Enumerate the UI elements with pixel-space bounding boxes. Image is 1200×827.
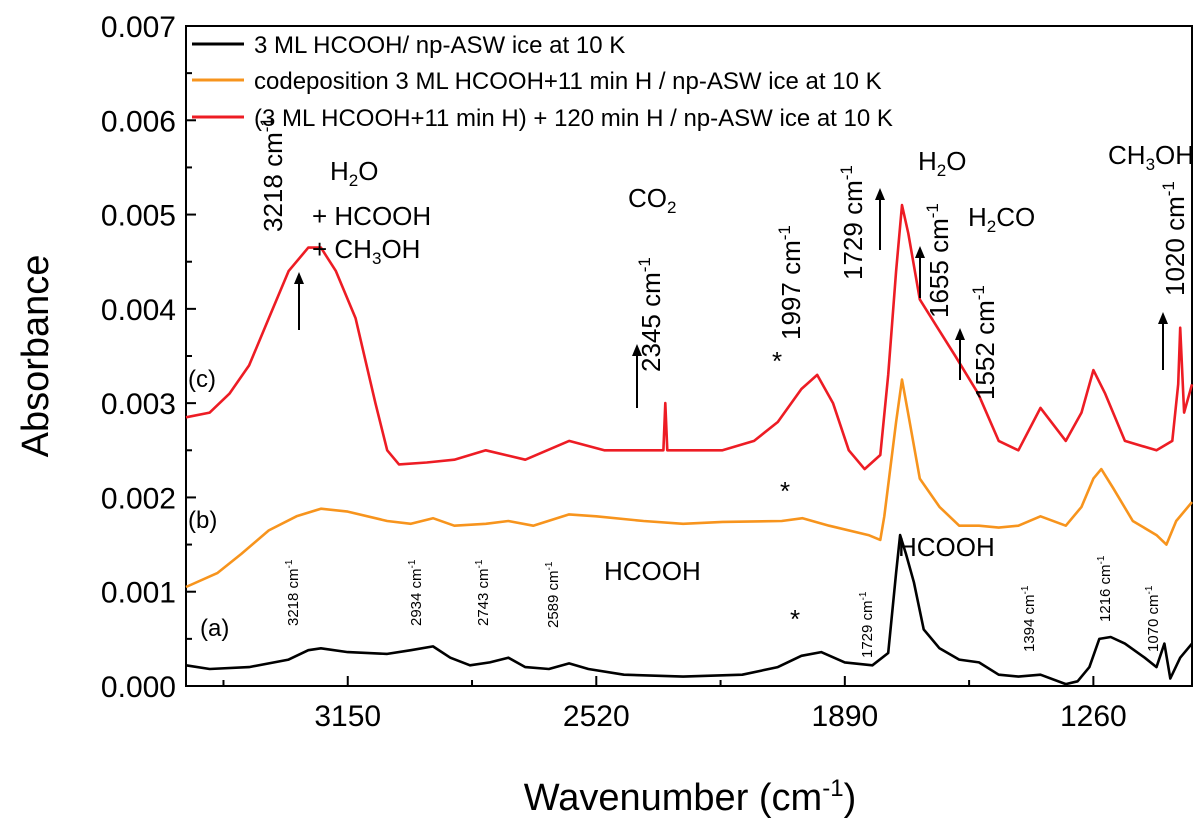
- ann-plus-ch3oh: + CH3OH: [312, 234, 420, 268]
- arrow-1552-head: [955, 328, 965, 340]
- ann-hcooh-left: HCOOH: [604, 556, 701, 586]
- y-tick-label: 0.001: [101, 577, 176, 610]
- ann-1655: 1655 cm-1: [923, 203, 954, 318]
- x-axis-title: Wavenumber (cm-1): [524, 775, 856, 819]
- ann-star-black: *: [790, 604, 800, 634]
- ann-1020: 1020 cm-1: [1159, 181, 1190, 296]
- small-peak-1216: 1216 cm-1: [1096, 555, 1114, 622]
- x-tick-label: 1890: [811, 700, 878, 733]
- curve-label-a: (a): [200, 615, 229, 642]
- x-axis-title-sup: -1: [822, 775, 843, 802]
- y-tick-label: 0.007: [101, 11, 176, 44]
- legend-label-a: 3 ML HCOOH/ np-ASW ice at 10 K: [254, 32, 625, 59]
- annotations-lower: * * HCOOH HCOOH 3218 cm-1 2934 cm-1 2743…: [284, 476, 1162, 658]
- y-tick-label: 0.000: [101, 671, 176, 704]
- legend: 3 ML HCOOH/ np-ASW ice at 10 K codeposit…: [192, 32, 893, 132]
- arrows: [294, 188, 1168, 408]
- y-tick-label: 0.003: [101, 388, 176, 421]
- arrow-2345-head: [632, 344, 642, 356]
- ann-1729-big: 1729 cm-1: [837, 165, 868, 280]
- series-c-red: [185, 203, 1194, 471]
- annotations-upper: 3218 cm-1 H2O + HCOOH + CH3OH CO2 2345 c…: [257, 117, 1194, 408]
- ann-star-orange: *: [780, 476, 790, 506]
- curve-label-c: (c): [188, 366, 216, 393]
- x-axis-title-close: ): [844, 777, 857, 819]
- ann-ch3oh: CH3OH: [1108, 140, 1194, 174]
- ann-co2: CO2: [628, 183, 676, 217]
- x-tick-label: 3150: [314, 700, 381, 733]
- ann-h2o-left: H2O: [330, 156, 378, 190]
- series-a-black: [185, 533, 1193, 686]
- series-b-orange: [185, 378, 1193, 589]
- ann-hcooh-right: HCOOH: [898, 532, 995, 562]
- ann-1997: 1997 cm-1: [775, 225, 806, 340]
- ann-3218-big: 3218 cm-1: [257, 117, 288, 232]
- small-peak-1070: 1070 cm-1: [1144, 585, 1162, 652]
- small-peak-2743: 2743 cm-1: [474, 559, 492, 626]
- ann-plus-hcooh: + HCOOH: [312, 201, 431, 231]
- small-peak-2589: 2589 cm-1: [544, 561, 562, 628]
- small-peak-3218: 3218 cm-1: [284, 559, 302, 626]
- x-axis-title-main: Wavenumber (cm: [524, 777, 822, 819]
- legend-label-c: (3 ML HCOOH+11 min H) + 120 min H / np-A…: [254, 105, 893, 132]
- series-layer: [185, 203, 1194, 686]
- y-tick-label: 0.002: [101, 482, 176, 515]
- small-peak-1729: 1729 cm-1: [858, 591, 876, 658]
- curve-label-b: (b): [188, 507, 217, 534]
- arrow-3218-head: [294, 272, 304, 284]
- legend-label-b: codeposition 3 ML HCOOH+11 min H / np-AS…: [254, 68, 882, 95]
- ann-1552: 1552 cm-1: [969, 285, 1000, 400]
- x-axis-ticks: 3150 2520 1890 1260: [222, 676, 1127, 733]
- ann-h2o-right: H2O: [918, 146, 966, 180]
- y-tick-label: 0.005: [101, 200, 176, 233]
- y-axis-ticks: 0.000 0.001 0.002 0.003 0.004 0.005 0.006 0.007: [101, 11, 196, 704]
- y-tick-label: 0.004: [101, 294, 176, 327]
- small-peak-1394: 1394 cm-1: [1020, 585, 1038, 652]
- ann-h2co: H2CO: [968, 202, 1035, 236]
- arrow-1020-head: [1158, 312, 1168, 324]
- small-peak-2934: 2934 cm-1: [407, 559, 425, 626]
- ann-star-red: *: [772, 346, 782, 376]
- y-tick-label: 0.006: [101, 105, 176, 138]
- arrow-1729-head: [875, 188, 885, 200]
- x-tick-label: 2520: [563, 700, 630, 733]
- arrow-1655-head: [915, 246, 925, 258]
- x-tick-label: 1260: [1060, 700, 1127, 733]
- y-axis-title: Absorbance: [15, 255, 57, 458]
